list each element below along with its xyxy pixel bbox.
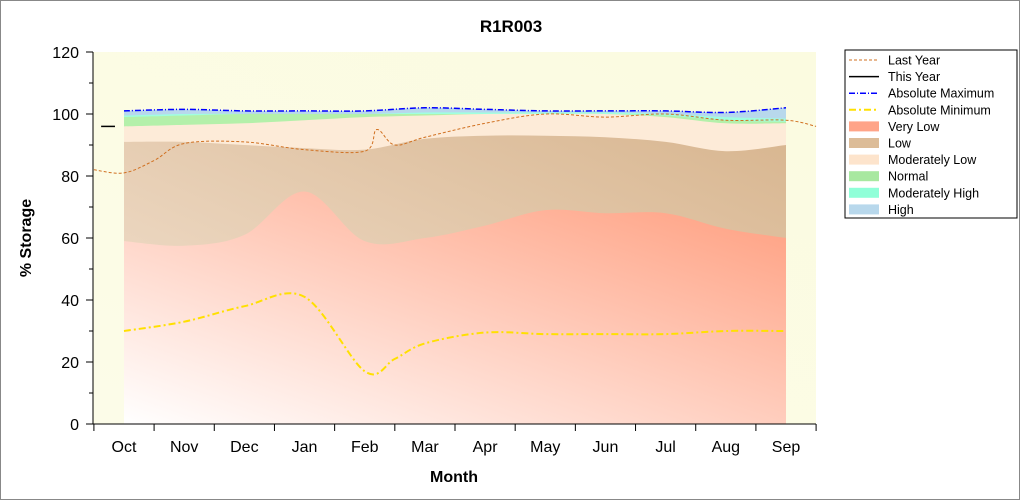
legend-swatch (849, 154, 879, 165)
y-tick-label: 120 (52, 45, 79, 62)
legend-entry: Last Year (888, 54, 940, 68)
legend-entry: This Year (888, 70, 940, 84)
x-tick-label: Jun (593, 439, 619, 456)
y-tick-label: 100 (52, 107, 79, 124)
x-tick-label: Feb (351, 439, 379, 456)
y-tick-label: 0 (70, 417, 79, 434)
x-tick-label: Jan (292, 439, 318, 456)
legend-entry: Moderately High (888, 186, 979, 200)
x-tick-label: Mar (411, 439, 439, 456)
y-tick-label: 40 (61, 293, 79, 310)
y-tick-label: 20 (61, 355, 79, 372)
legend-swatch (849, 171, 879, 182)
legend-swatch (849, 204, 879, 215)
series-absolute-maximum (123, 107, 787, 114)
y-axis-label: % Storage (18, 199, 35, 277)
series-absolute-minimum (123, 292, 787, 376)
legend-entry: Absolute Minimum (888, 103, 991, 117)
x-axis-label: Month (430, 469, 478, 486)
legend-entry: Moderately Low (888, 153, 977, 167)
legend-entry: Very Low (888, 120, 940, 134)
x-tick-label: Jul (655, 439, 675, 456)
band-very-low (124, 191, 786, 424)
x-tick-label: Sep (772, 439, 801, 456)
series-last-year (93, 113, 817, 174)
legend-entry: Low (888, 137, 912, 151)
x-tick-label: Nov (170, 439, 198, 456)
x-tick-label: May (530, 439, 560, 456)
legend-entry: Absolute Maximum (888, 87, 994, 101)
x-tick-label: Oct (112, 439, 137, 456)
x-tick-label: Aug (712, 439, 740, 456)
legend-entry: Normal (888, 170, 928, 184)
x-tick-label: Apr (473, 439, 499, 456)
legend-swatch (849, 121, 879, 132)
legend-swatch (849, 187, 879, 198)
legend-swatch (849, 138, 879, 148)
x-tick-label: Dec (230, 439, 258, 456)
y-tick-label: 60 (61, 231, 79, 248)
chart-title: R1R003 (480, 17, 542, 36)
y-tick-label: 80 (61, 169, 79, 186)
legend-entry: High (888, 203, 914, 217)
